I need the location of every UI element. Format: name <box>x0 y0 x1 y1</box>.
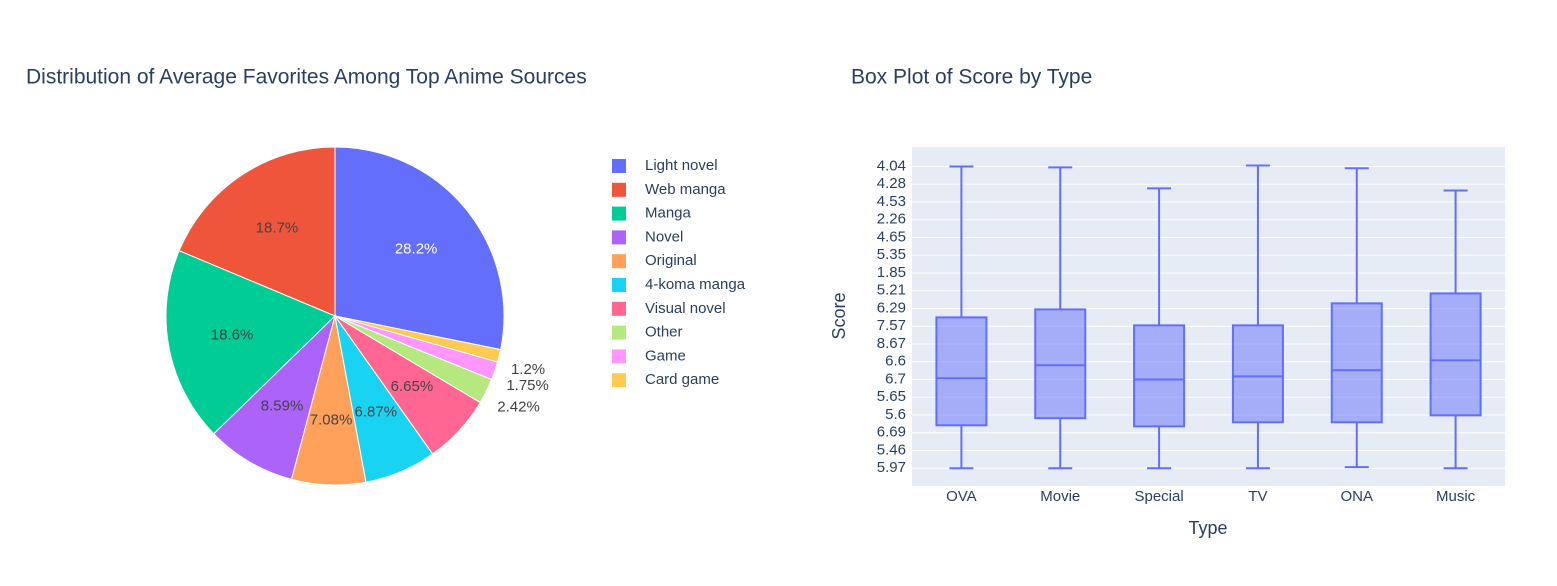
legend-swatch <box>612 278 626 292</box>
legend-swatch <box>612 230 626 245</box>
slice-label: 7.08% <box>310 412 353 429</box>
x-tick-label: Special <box>1134 488 1183 505</box>
y-axis-title: Score <box>829 292 849 339</box>
legend-swatch <box>612 373 626 388</box>
y-tick-label: 6.6 <box>885 353 906 370</box>
x-tick-label: OVA <box>946 488 977 505</box>
legend-swatch <box>612 325 626 340</box>
slice-label: 6.65% <box>391 378 434 395</box>
slice-label: 8.59% <box>261 397 304 414</box>
box <box>1133 324 1186 428</box>
y-tick-label: 5.35 <box>877 246 906 263</box>
legend-label: Visual novel <box>645 300 726 317</box>
y-tick-label: 5.65 <box>877 388 906 405</box>
y-tick-label: 6.7 <box>885 370 906 387</box>
slice-label: 18.7% <box>256 220 299 237</box>
y-tick-label: 6.29 <box>877 299 906 316</box>
y-tick-label: 5.6 <box>885 406 906 423</box>
y-tick-label: 4.04 <box>877 157 906 174</box>
slice-label: 6.87% <box>355 403 398 420</box>
y-tick-label: 4.28 <box>877 175 906 192</box>
legend-label: Card game <box>645 371 719 388</box>
y-tick-label: 6.69 <box>877 424 906 441</box>
legend-label: Other <box>645 324 683 341</box>
pie-slice <box>334 315 502 363</box>
y-tick-label: 5.46 <box>877 441 906 458</box>
legend-label: Original <box>645 252 697 269</box>
box <box>1034 308 1087 420</box>
x-tick-label: ONA <box>1340 488 1373 505</box>
box <box>1330 302 1383 424</box>
legend-swatch <box>612 159 626 173</box>
legend-label: Manga <box>645 205 692 222</box>
slice-label: 18.6% <box>211 326 254 343</box>
box <box>1429 292 1482 417</box>
legend-label: 4-koma manga <box>645 276 746 293</box>
x-tick-label: TV <box>1248 488 1267 505</box>
y-tick-label: 5.21 <box>877 282 906 299</box>
legend-swatch <box>612 206 626 221</box>
x-tick-label: Movie <box>1040 488 1080 505</box>
plot-area <box>912 147 1505 486</box>
pie-slice <box>165 250 336 435</box>
legend-label: Light novel <box>645 157 718 174</box>
y-tick-label: 4.65 <box>877 228 906 245</box>
y-tick-label: 7.57 <box>877 317 906 334</box>
slice-label: 1.2% <box>511 361 545 378</box>
x-axis-title: Type <box>1188 518 1227 538</box>
legend-swatch <box>612 182 626 197</box>
y-tick-label: 8.67 <box>877 335 906 352</box>
legend-label: Game <box>645 347 686 364</box>
legend-label: Novel <box>645 228 683 245</box>
pie-title: Distribution of Average Favorites Among … <box>26 66 587 89</box>
y-tick-label: 5.97 <box>877 459 906 476</box>
slice-label: 28.2% <box>395 241 438 258</box>
slice-label: 1.75% <box>506 377 549 394</box>
x-tick-label: Music <box>1436 488 1476 505</box>
legend-swatch <box>612 301 626 316</box>
pie-slice <box>213 314 336 480</box>
y-tick-label: 2.26 <box>877 211 906 228</box>
y-tick-label: 1.85 <box>877 264 906 281</box>
box <box>1231 324 1284 424</box>
box-title: Box Plot of Score by Type <box>851 66 1092 89</box>
legend-swatch <box>612 349 626 364</box>
y-tick-label: 4.53 <box>877 193 906 210</box>
box <box>935 316 988 427</box>
pie-slice <box>178 146 336 317</box>
legend-label: Web manga <box>645 181 726 198</box>
slice-label: 2.42% <box>497 399 540 416</box>
pie-slice <box>334 146 505 351</box>
legend-swatch <box>612 254 626 269</box>
